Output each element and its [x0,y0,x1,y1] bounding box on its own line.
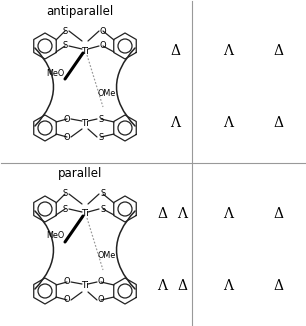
Text: Λ: Λ [157,279,167,293]
Text: O: O [64,295,70,304]
Text: Ti: Ti [81,47,89,55]
Text: O: O [64,132,70,141]
Text: Δ: Δ [177,279,187,293]
Text: S: S [62,204,68,214]
Text: MeO: MeO [46,68,64,78]
Text: S: S [62,41,68,51]
Text: Λ: Λ [177,207,187,221]
Text: O: O [100,41,106,51]
Text: Δ: Δ [273,279,283,293]
Text: Δ: Δ [273,44,283,58]
Text: Λ: Λ [223,279,233,293]
Text: O: O [98,277,104,287]
Text: S: S [100,189,106,199]
Text: Δ: Δ [157,207,167,221]
Text: O: O [98,295,104,304]
Text: Δ: Δ [273,207,283,221]
Text: Λ: Λ [223,207,233,221]
Text: S: S [100,204,106,214]
FancyArrowPatch shape [117,211,135,289]
Text: O: O [64,114,70,124]
Text: MeO: MeO [46,231,64,241]
Text: S: S [62,189,68,199]
Text: Δ: Δ [273,116,283,130]
Text: Ti: Ti [81,118,89,127]
Text: Ti: Ti [81,281,89,290]
Text: OMe: OMe [98,88,116,97]
Text: Ti: Ti [81,210,89,218]
Text: S: S [62,26,68,36]
Text: Λ: Λ [223,116,233,130]
Text: S: S [98,114,104,124]
Text: Λ: Λ [223,44,233,58]
FancyArrowPatch shape [35,211,54,289]
Text: Δ: Δ [170,44,180,58]
FancyArrowPatch shape [35,48,54,126]
Text: S: S [98,132,104,141]
Text: O: O [100,26,106,36]
Text: parallel: parallel [58,168,102,181]
Text: OMe: OMe [98,251,116,260]
FancyArrowPatch shape [117,48,135,126]
Text: antiparallel: antiparallel [47,5,114,18]
Text: Λ: Λ [170,116,180,130]
Text: O: O [64,277,70,287]
